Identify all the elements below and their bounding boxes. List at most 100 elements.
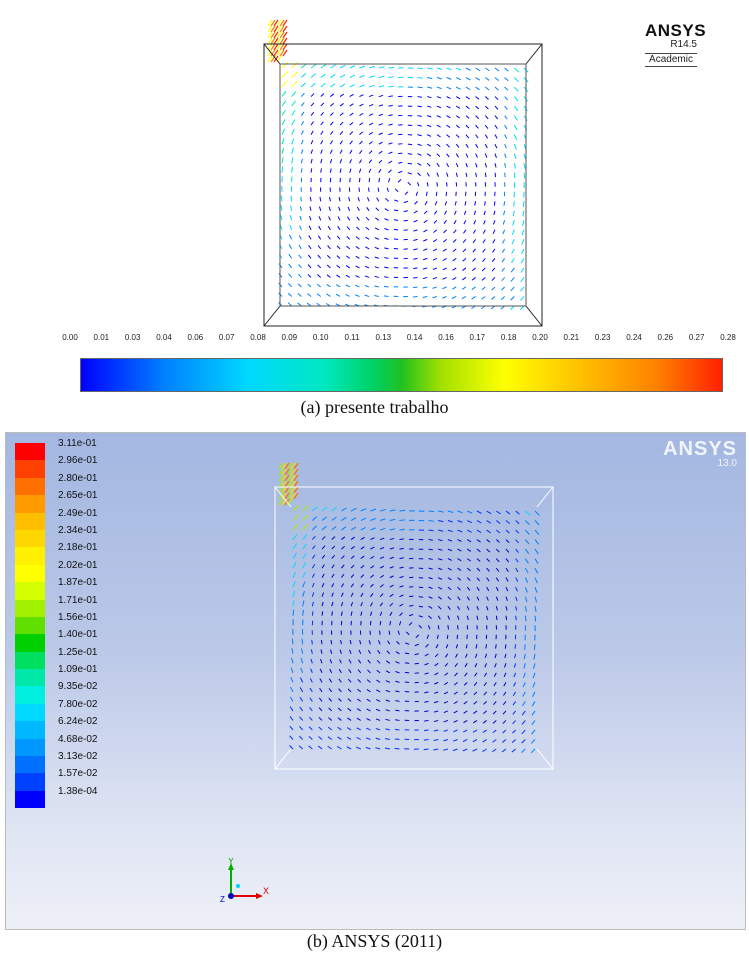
legend-swatch [15,529,45,548]
legend-row: 1.71e-01 [15,595,135,617]
legend-label: 2.18e-01 [58,542,98,554]
colorbar-tick-label: 0.03 [124,333,141,342]
colorbar-tick-label: 0.08 [250,333,266,342]
triad-z-label: Z [220,895,225,904]
legend-row: 6.24e-02 [15,716,135,739]
legend-label: 1.87e-01 [58,577,98,589]
legend-row: 2.18e-01 [15,542,135,565]
colorbar-tick-label: 0.07 [218,333,235,342]
logo-release: 13.0 [717,458,737,469]
legend-label: 1.25e-01 [58,646,98,658]
legend-swatch [15,790,45,809]
legend-swatch [15,756,45,774]
legend-swatch [15,512,45,530]
legend-swatch [15,721,45,739]
legend-row: 4.68e-02 [15,734,135,757]
color-legend-b: 3.11e-01 2.96e-01 2.80e-01 2.65e-01 2.49e-01… [15,438,135,809]
legend-label: 9.35e-02 [58,681,98,693]
figure-a: ANSYS R14.5 Academic 0.00 0.01 0.03 0.04 0.0… [0,0,749,395]
legend-row: 2.80e-01 [15,473,135,496]
legend-row: 9.35e-02 [15,681,135,704]
logo-brand: ANSYS [663,438,737,460]
logo-brand: ANSYS [645,21,707,40]
domain-box-b [274,486,554,770]
ansys-logo-a: ANSYS R14.5 Academic [645,21,707,67]
legend-label: 2.02e-01 [58,559,98,571]
colorbar-tick-label: 0.26 [657,333,674,342]
triad-y-label: Y [228,858,234,866]
colorbar-tick-label: 0.06 [187,333,204,342]
legend-label: 1.71e-01 [58,594,98,606]
colorbar-tick-label: 0.24 [626,333,642,342]
colorbar-tick-label: 0.28 [720,333,736,342]
legend-row: 2.96e-01 [15,455,135,478]
legend-swatch [15,686,45,704]
colorbar-tick-label: 0.20 [532,333,548,342]
legend-row: 2.49e-01 [15,508,135,530]
legend-row: 1.87e-01 [15,577,135,600]
ansys-logo-b: ANSYS 13.0 [663,439,737,469]
caption-a: (a) presente trabalho [300,397,449,417]
caption-b: (b) ANSYS (2011) [306,931,443,951]
colorbar-tick-label: 0.23 [594,333,611,342]
legend-row: 1.57e-02 [15,768,135,791]
legend-swatch [15,616,45,635]
legend-row: 2.34e-01 [15,525,135,548]
legend-swatch [15,773,45,791]
legend-row: 1.40e-01 [15,629,135,652]
legend-row: 1.09e-01 [15,664,135,687]
legend-label: 1.38e-04 [58,785,98,797]
legend-swatch [15,669,45,687]
legend-label: 1.56e-01 [58,611,98,623]
domain-box-a [263,43,543,327]
legend-row: 2.02e-01 [15,560,135,583]
legend-label: 3.13e-02 [58,751,98,763]
colorbar-tick-label: 0.16 [438,333,454,342]
colorbar-tick-label: 0.00 [62,333,78,342]
legend-row: 1.38e-04 [15,786,135,809]
velocity-vector-field-b [274,462,554,770]
legend-row: 1.25e-01 [15,647,135,670]
triad-x-label: X [263,886,269,896]
legend-label: 4.68e-02 [58,733,98,745]
colorbar-tick-label: 0.09 [281,333,298,342]
colorbar-tick-label: 0.01 [93,333,110,342]
legend-swatch [15,495,45,513]
legend-swatch [15,460,45,478]
figure-b: 3.11e-01 2.96e-01 2.80e-01 2.65e-01 2.49e-01… [5,432,746,930]
colorbar-tick-label: 0.14 [406,333,423,342]
legend-label: 7.80e-02 [58,698,98,710]
legend-swatch [15,564,45,583]
colorbar-tick-label: 0.18 [500,333,517,342]
colorbar-tick-label: 0.27 [688,333,705,342]
legend-swatch [15,634,45,652]
colorbar-tick-labels: 0.00 0.01 0.03 0.04 0.06 0.07 0.08 0.09 0.10 0.11… [60,333,736,347]
legend-label: 6.24e-02 [58,716,98,728]
legend-row: 3.11e-01 [15,438,135,461]
colorbar-tick-label: 0.11 [344,333,360,342]
legend-swatch [15,599,45,617]
colorbar-tick-label: 0.13 [375,333,392,342]
legend-swatch [15,582,45,600]
colorbar-a [80,358,723,392]
legend-label: 1.57e-02 [58,768,98,780]
legend-row: 3.13e-02 [15,751,135,774]
legend-swatch [15,477,45,496]
legend-row: 1.56e-01 [15,612,135,635]
colorbar-tick-label: 0.17 [469,333,486,342]
legend-label: 2.34e-01 [58,524,98,536]
legend-swatch [15,651,45,670]
logo-edition: Academic [645,53,697,67]
legend-row: 2.65e-01 [15,490,135,513]
legend-label: 2.80e-01 [58,472,98,484]
colorbar-tick-label: 0.04 [156,333,172,342]
legend-row: 7.80e-02 [15,699,135,722]
legend-label: 1.40e-01 [58,629,98,641]
legend-swatch [15,443,45,461]
legend-label: 3.11e-01 [58,438,97,449]
legend-label: 2.96e-01 [58,455,98,467]
legend-label: 2.65e-01 [58,490,98,502]
logo-release: R14.5 [670,39,697,50]
legend-label: 1.09e-01 [58,664,98,676]
legend-swatch [15,738,45,757]
